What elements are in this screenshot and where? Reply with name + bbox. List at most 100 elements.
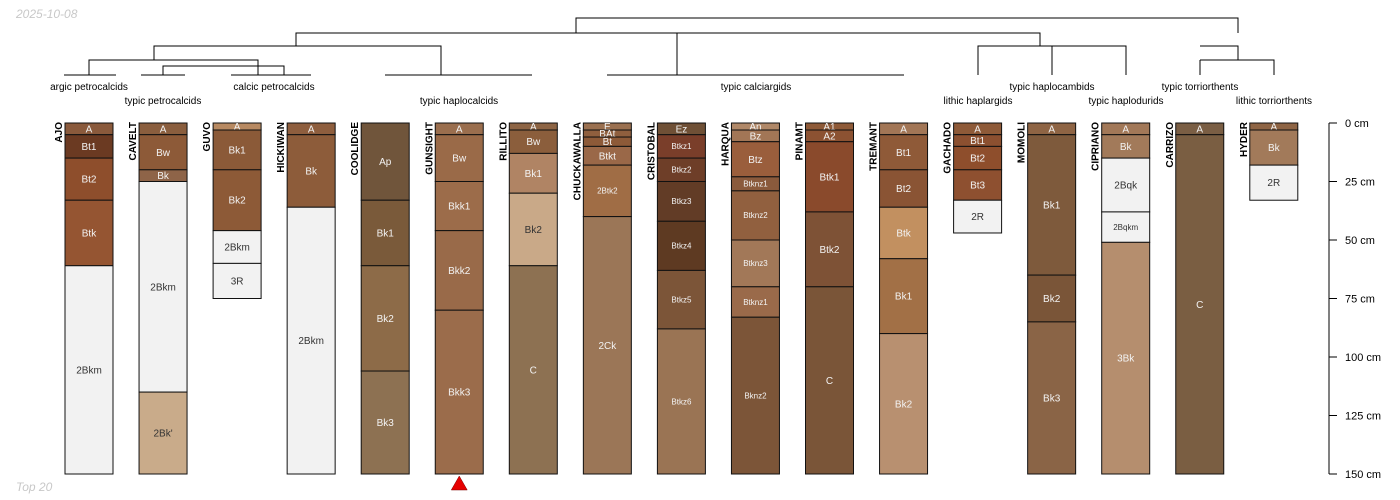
horizon	[805, 286, 854, 475]
horizon	[1027, 321, 1077, 475]
horizon-label: 2Bkm	[76, 365, 102, 376]
profile-name: PINAMT	[795, 122, 806, 160]
taxon-label: lithic haplargids	[944, 96, 1013, 107]
profile-name: CHUCKAWALLA	[572, 122, 583, 200]
horizon-label: Bw	[526, 137, 541, 148]
profile-name: GUVO	[202, 122, 213, 152]
horizon-label: A1	[823, 122, 836, 133]
horizon	[1249, 164, 1299, 201]
profile-name: HYDER	[1239, 121, 1250, 157]
horizon-label: Bk3	[1043, 393, 1061, 404]
horizon	[64, 157, 114, 201]
horizon-label: Bk2	[525, 225, 543, 236]
taxa-labels: argic petrocalcids typic petrocalcids calc…	[50, 82, 1312, 107]
dendrogram-branch	[162, 65, 285, 75]
profile-name: HARQUA	[720, 122, 731, 166]
horizon	[730, 141, 780, 178]
dendrogram	[64, 17, 1275, 76]
footer-label: Top 20	[16, 480, 53, 494]
date-label: 2025-10-08	[16, 7, 78, 21]
horizon-label: 2Btk2	[597, 187, 618, 196]
taxon-label: typic torriorthents	[1162, 82, 1239, 93]
profile-name: GUNSIGHT	[424, 122, 435, 175]
horizon-label: Bk1	[525, 169, 543, 180]
horizon-label: A	[160, 124, 167, 135]
horizon	[286, 206, 336, 475]
horizon-label: Ap	[379, 157, 392, 168]
profile-name: CAVELT	[128, 122, 139, 161]
horizon-label: 2Bkm	[224, 243, 250, 254]
horizon	[879, 258, 929, 335]
profile-name: CRISTOBAL	[646, 122, 657, 180]
horizon-label: Bz	[750, 131, 762, 142]
horizon-label: A	[86, 124, 93, 135]
horizon	[805, 141, 854, 213]
profile-name: COOLIDGE	[350, 122, 361, 176]
taxon-label: typic petrocalcids	[125, 96, 202, 107]
horizon-label: A	[1122, 124, 1129, 135]
axis-tick-label: 150 cm	[1345, 469, 1381, 481]
horizon-label: An	[749, 122, 761, 133]
horizon	[879, 206, 929, 260]
horizon	[1175, 134, 1225, 475]
horizon	[953, 199, 1003, 234]
horizon	[138, 391, 188, 475]
marker-layer	[450, 475, 468, 491]
horizon-label: Bt2	[896, 184, 911, 195]
soil-profile: A Bw Bk 2Bkm 2Bk' CAVELT	[128, 122, 188, 475]
soil-profile: A Bt1 Bt2 Btk 2Bkm AJO	[54, 122, 114, 475]
axis-tick-label: 100 cm	[1345, 352, 1381, 364]
profile-name: CIPRIANO	[1091, 122, 1102, 171]
horizon	[64, 265, 114, 475]
taxon-label: argic petrocalcids	[50, 82, 128, 93]
profile-name: GACHADO	[943, 122, 954, 174]
soil-profile: A Bw Bk1 Bk2 C RILLITO	[498, 122, 558, 475]
horizon-label: Bk	[1120, 142, 1133, 153]
horizon-label: A	[1270, 122, 1277, 133]
taxon-label: typic haplocambids	[1009, 82, 1094, 93]
horizon-label: Bt2	[970, 154, 985, 165]
horizon-label: Bk1	[377, 228, 395, 239]
horizon	[434, 181, 484, 232]
horizon-label: A	[234, 122, 241, 133]
horizon-label: Bt2	[81, 175, 96, 186]
horizon-label: Btkz2	[671, 166, 692, 175]
horizon	[582, 216, 632, 475]
horizon	[508, 265, 558, 475]
horizon-label: Bk2	[1043, 294, 1061, 305]
soil-profiles: A Bt1 Bt2 Btk 2Bkm AJO A Bw Bk 2Bkm 2Bk' CAVELT A Bk1…	[54, 121, 1299, 475]
horizon-label: Bk	[1268, 143, 1281, 154]
horizon-label: Bt	[603, 137, 613, 148]
horizon	[656, 328, 706, 475]
dendrogram-branch	[295, 32, 1041, 46]
horizon	[879, 169, 929, 208]
horizon-label: Bt1	[81, 142, 96, 153]
horizon-label: Bk1	[228, 145, 246, 156]
horizon-label: 2Bk'	[153, 429, 172, 440]
horizon-label: A	[900, 124, 907, 135]
axis-tick-label: 125 cm	[1345, 411, 1381, 423]
horizon-label: 2R	[971, 212, 984, 223]
horizon-label: Bk	[157, 171, 170, 182]
horizon-label: Btkz1	[671, 142, 692, 151]
horizon	[879, 333, 929, 475]
horizon	[730, 286, 780, 318]
soil-profile: A Bk1 Bk2 2Bkm 3R GUVO	[202, 122, 262, 299]
taxon-label: calcic petrocalcids	[233, 82, 314, 93]
horizon-label: Bkk2	[448, 266, 471, 277]
horizon	[656, 269, 706, 330]
soil-profile: A Bk 2R HYDER	[1239, 121, 1299, 201]
horizon-label: Ez	[676, 124, 688, 135]
dendrogram-branch	[1200, 59, 1275, 75]
horizon-label: Btk	[82, 228, 97, 239]
profile-name: AJO	[54, 122, 65, 143]
profile-name: HICKIWAN	[276, 122, 287, 173]
horizon-label: 2Bqkm	[1113, 223, 1138, 232]
horizon	[434, 134, 484, 182]
horizon-label: Btknz3	[743, 259, 768, 268]
profile-name: TREMANT	[869, 122, 880, 171]
highlight-marker	[450, 475, 468, 491]
axis-tick-label: 0 cm	[1345, 118, 1369, 130]
